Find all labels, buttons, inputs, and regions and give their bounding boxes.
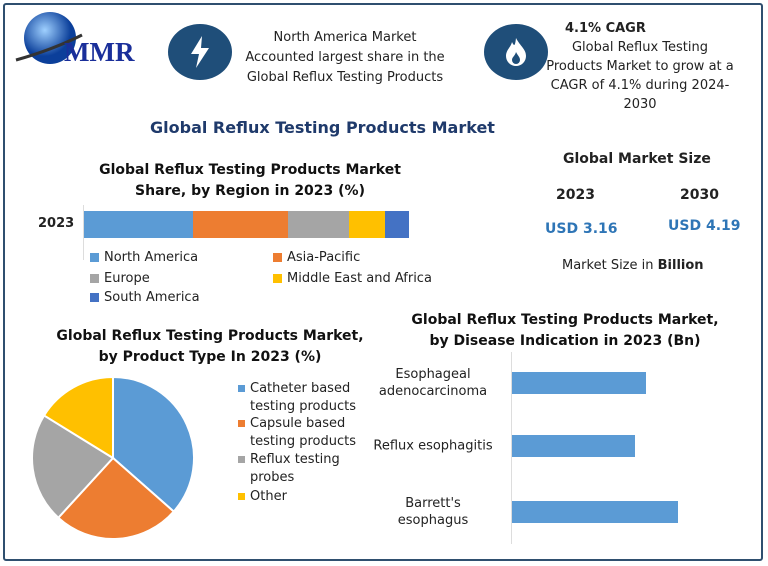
lightning-icon [168,24,232,80]
legend-label: Middle East and Africa [287,271,432,286]
disease-label: Esophageal adenocarcinoma [378,367,488,399]
legend-label: North America [104,250,199,265]
year-2023: 2023 [556,187,595,203]
legend-swatch [273,253,282,262]
pie-slice [112,375,195,513]
year-2030: 2030 [680,187,719,203]
globe-icon [15,12,83,64]
logo-text: MMR [64,37,135,67]
legend-swatch [238,456,245,463]
product-chart-title: Global Reflux Testing Products Market, b… [56,328,364,365]
stacked-bar [84,211,409,238]
value-2023: USD 3.16 [545,221,618,237]
disease-label: Barrett's esophagus [397,496,469,528]
disease-bar [512,435,635,457]
info-north-america: North America Market Accounted largest s… [245,30,445,85]
legend-label: South America [104,290,200,305]
disease-chart-title: Global Reflux Testing Products Market, b… [411,312,719,349]
bar-segment-south-america [384,211,409,238]
disease-label: Reflux esophagitis [373,438,493,454]
disease-bar [512,372,647,394]
bar-segment-middle-east-and-africa [348,211,385,238]
legend-item: South America [90,290,200,305]
mmr-logo: MMR [12,10,152,70]
pie-slice [31,414,115,520]
pie-legend-item: Capsule based testing products [238,415,358,451]
disease-bar [512,501,678,523]
legend-swatch [273,274,282,283]
axis-line [83,205,84,260]
flame-icon [484,24,548,80]
legend-label: Catheter based testing products [250,381,356,414]
market-size-note: Market Size in Billion [562,258,704,273]
pie-legend-item: Other [238,488,358,506]
pie-chart [31,375,195,540]
disease-axis [511,352,512,544]
legend-item: Middle East and Africa [273,271,432,286]
legend-label: Europe [104,271,150,286]
legend-item: Europe [90,271,150,286]
pie-legend-item: Reflux testing probes [238,451,358,487]
legend-swatch [90,274,99,283]
pie-legend-item: Catheter based testing products [238,380,358,416]
legend-label: Asia-Pacific [287,250,361,265]
legend-label: Reflux testing probes [250,452,340,485]
legend-item: Asia-Pacific [273,250,360,265]
y-tick-2023: 2023 [38,216,75,231]
legend-swatch [238,385,245,392]
market-size-title: Global Market Size [563,151,711,167]
main-title: Global Reflux Testing Products Market [150,118,495,137]
bar-segment-europe [287,211,349,238]
legend-label: Other [250,489,287,504]
bar-segment-north-america [84,211,193,238]
bar-segment-asia-pacific [192,211,288,238]
note-unit: Billion [657,258,704,273]
pie-slice [56,456,176,540]
legend-swatch [90,253,99,262]
note-prefix: Market Size in [562,258,658,273]
cagr-heading: 4.1% CAGR [565,21,646,36]
value-2030: USD 4.19 [668,218,741,234]
cagr-text: Global Reflux Testing Products Market to… [546,40,734,112]
legend-label: Capsule based testing products [250,416,356,449]
legend-swatch [238,493,245,500]
legend-swatch [90,293,99,302]
legend-swatch [238,420,245,427]
legend-item: North America [90,250,198,265]
pie-slice [42,375,114,460]
frame [3,3,763,561]
region-chart-title: Global Reflux Testing Products Market Sh… [99,162,401,199]
